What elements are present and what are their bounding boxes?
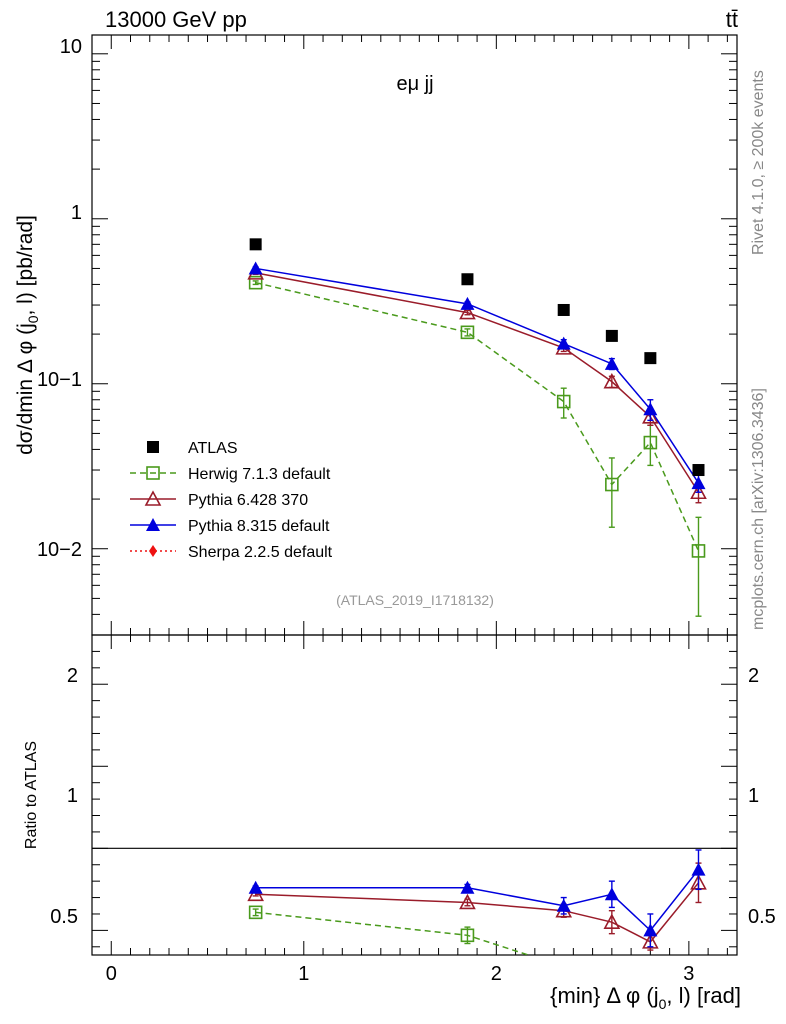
data-point — [249, 238, 262, 251]
series-pythia-8-315-default — [248, 261, 706, 493]
ratio-tick-label: 2 — [67, 665, 78, 687]
ratio-point — [248, 880, 263, 894]
data-point — [557, 303, 570, 316]
ratio-series-pythia-8-315-default — [248, 849, 706, 948]
series-herwig-7-1-3-default — [248, 275, 706, 617]
legend-label: Pythia 6.428 370 — [188, 492, 308, 509]
series-line — [255, 281, 700, 552]
data-point — [248, 261, 263, 275]
data-point — [248, 275, 263, 290]
ratio-point — [247, 885, 264, 902]
legend-item: ATLAS — [147, 440, 238, 457]
axis-ticks — [92, 35, 737, 955]
legend-item: Pythia 6.428 370 — [130, 490, 308, 509]
legend-label: ATLAS — [188, 440, 238, 457]
ratio-point — [603, 913, 621, 929]
ratio-tick-label-right: 0.5 — [748, 906, 776, 928]
legend: ATLAS Herwig 7.1.3 default Pythia 6.428 37… — [130, 440, 333, 561]
x-tick-labels: 0 1 2 3 — [106, 963, 695, 985]
energy-label: 13000 GeV pp — [105, 7, 247, 32]
ratio-point — [460, 880, 475, 894]
ratio-point — [556, 898, 571, 912]
legend-marker — [144, 490, 162, 506]
legend-marker — [146, 518, 160, 531]
ratio-series — [247, 849, 707, 955]
mcplots-source-label: mcplots.cern.ch [arXiv:1306.3436] — [750, 388, 767, 630]
data-point — [460, 296, 475, 310]
data-point — [556, 394, 571, 409]
ratio-point — [248, 905, 263, 920]
legend-marker — [149, 545, 157, 557]
ratio-series-herwig-7-1-3-default — [248, 905, 531, 955]
data-point — [605, 329, 618, 342]
series-atlas — [249, 238, 705, 477]
legend-label: Pythia 8.315 default — [188, 518, 330, 535]
data-point — [691, 476, 706, 490]
legend-item: Pythia 8.315 default — [130, 518, 330, 535]
data-point — [643, 402, 658, 416]
legend-marker — [147, 441, 159, 453]
data-point — [461, 273, 474, 286]
x-tick-label: 3 — [683, 963, 694, 985]
y-tick-label: 10−1 — [37, 369, 82, 391]
rivet-version-label: Rivet 4.1.0, ≥ 200k events — [750, 70, 767, 255]
ratio-point — [459, 893, 476, 910]
ratio-tick-label: 0.5 — [50, 906, 78, 928]
data-point — [691, 544, 706, 558]
data-point — [459, 303, 476, 320]
x-tick-label: 2 — [491, 963, 502, 985]
x-tick-label: 0 — [106, 963, 117, 985]
series-line — [255, 267, 700, 484]
data-point — [642, 408, 659, 424]
process-label: tt̄ — [726, 7, 738, 32]
x-tick-label: 1 — [298, 963, 309, 985]
ratio-line — [255, 869, 700, 932]
x-axis-label: {min} Δ φ (j0, l) [rad] — [550, 983, 741, 1012]
y-tick-label: 1 — [71, 202, 82, 224]
legend-item: Herwig 7.1.3 default — [130, 466, 331, 483]
y-tick-labels: 10 1 10−1 10−2 — [37, 36, 82, 561]
series-line — [255, 272, 700, 493]
data-point — [460, 325, 475, 340]
data-point — [603, 372, 621, 389]
ratio-line — [255, 882, 700, 943]
ratio-point — [604, 887, 619, 901]
data-point — [690, 483, 707, 500]
data-point — [692, 464, 705, 477]
ratio-tick-label-right: 1 — [748, 785, 759, 807]
ratio-tick-labels: 2 1 0.5 2 1 0.5 — [50, 665, 776, 928]
legend-label: Herwig 7.1.3 default — [188, 466, 331, 483]
main-series — [247, 238, 707, 617]
data-point — [605, 477, 619, 492]
ratio-point — [642, 933, 659, 949]
ratio-point — [691, 862, 706, 876]
legend-label: Sherpa 2.2.5 default — [188, 544, 333, 561]
data-point — [556, 336, 571, 350]
y-tick-label: 10 — [60, 36, 82, 58]
analysis-id: (ATLAS_2019_I1718132) — [336, 592, 494, 608]
legend-marker — [146, 466, 160, 480]
data-point — [604, 356, 619, 370]
legend-item: Sherpa 2.2.5 default — [130, 544, 333, 561]
ratio-y-axis-label: Ratio to ATLAS — [23, 741, 40, 849]
ratio-point — [460, 928, 475, 943]
y-tick-label: 10−2 — [37, 539, 82, 561]
plot-title: eμ jj — [396, 73, 433, 95]
ratio-point — [643, 923, 658, 937]
data-point — [643, 435, 658, 450]
ratio-panel-frame — [91, 634, 738, 956]
ratio-tick-label-right: 2 — [748, 665, 759, 687]
ratio-tick-label: 1 — [67, 785, 78, 807]
data-point — [644, 352, 657, 365]
y-axis-label: dσ/dmin Δ φ (j0, l) [pb/rad] — [14, 215, 41, 455]
